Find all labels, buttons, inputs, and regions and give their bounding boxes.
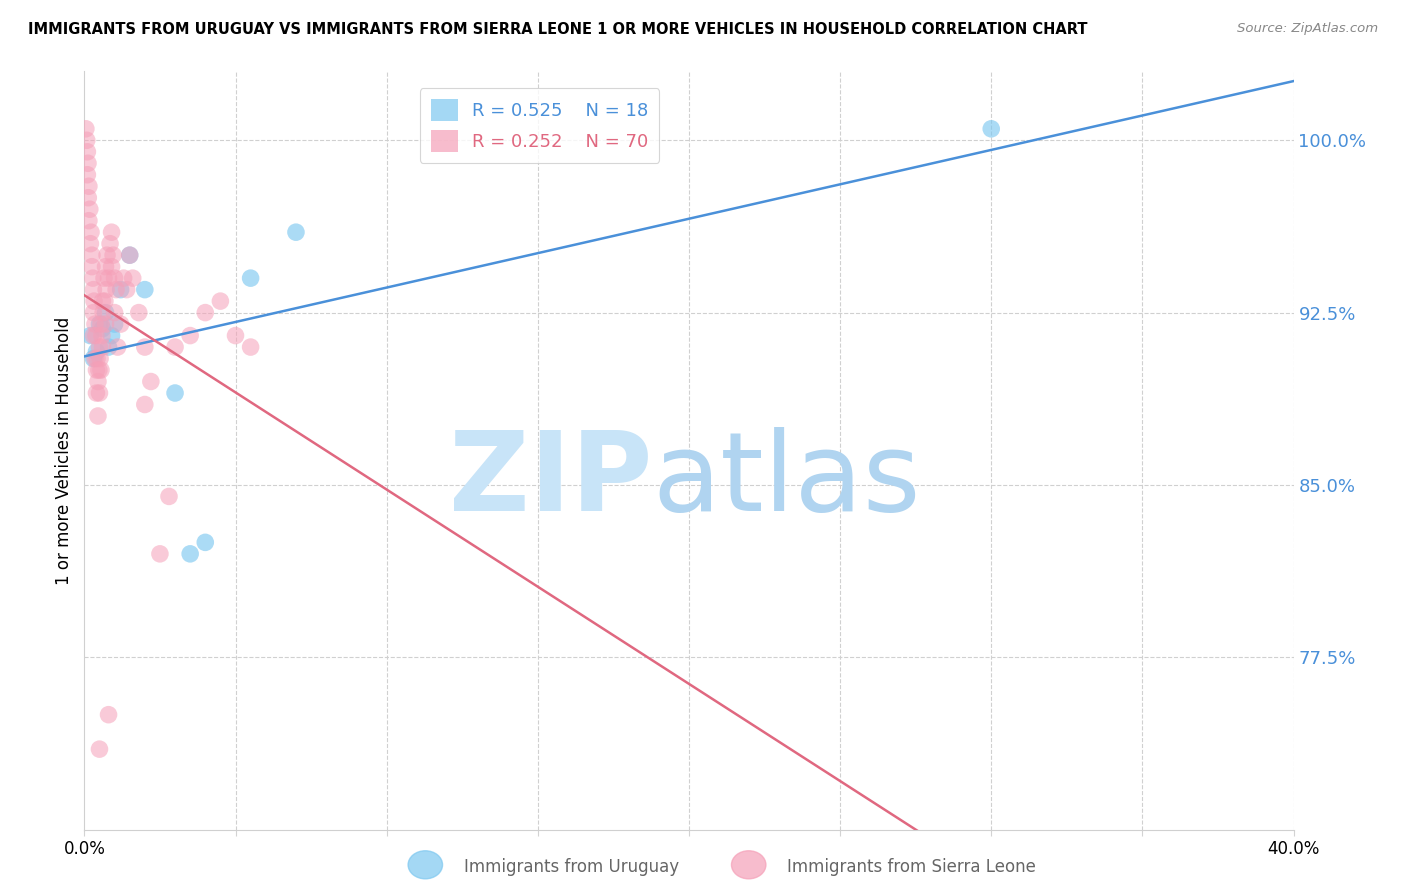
Point <box>101 248 124 262</box>
Point <box>239 271 262 285</box>
Point <box>84 328 107 343</box>
Point <box>165 386 187 401</box>
Point <box>96 248 118 262</box>
Point <box>97 707 120 722</box>
Point <box>91 340 114 354</box>
Legend: R = 0.525    N = 18, R = 0.252    N = 70: R = 0.525 N = 18, R = 0.252 N = 70 <box>420 88 659 162</box>
Point <box>86 363 108 377</box>
Point <box>225 328 247 343</box>
Point <box>97 340 120 354</box>
Point <box>87 409 110 423</box>
Point <box>86 386 108 401</box>
Point <box>89 340 111 354</box>
Point <box>194 305 217 319</box>
Point <box>179 547 201 561</box>
Point <box>157 490 180 504</box>
Point <box>84 317 107 331</box>
Point <box>134 283 156 297</box>
Point <box>194 535 217 549</box>
Point <box>118 248 141 262</box>
Point <box>82 305 104 319</box>
Point <box>84 351 107 366</box>
Point <box>165 340 187 354</box>
Text: Immigrants from Sierra Leone: Immigrants from Sierra Leone <box>787 858 1036 876</box>
Point <box>86 351 108 366</box>
Point <box>75 121 97 136</box>
Point <box>77 213 100 227</box>
Point <box>76 133 98 147</box>
Point <box>100 260 122 274</box>
Point <box>179 328 201 343</box>
Point <box>82 328 104 343</box>
Point <box>94 294 117 309</box>
Point <box>86 344 108 359</box>
Point <box>80 260 103 274</box>
Point <box>97 271 120 285</box>
Point <box>87 375 110 389</box>
Point <box>94 283 117 297</box>
Point <box>105 283 128 297</box>
Point <box>91 321 114 335</box>
Point <box>98 236 121 251</box>
Point <box>82 351 104 366</box>
Point <box>115 283 138 297</box>
Point <box>79 202 101 217</box>
Text: Immigrants from Uruguay: Immigrants from Uruguay <box>464 858 679 876</box>
Point <box>118 248 141 262</box>
Point <box>89 742 111 756</box>
Point <box>76 168 98 182</box>
Point <box>104 317 127 331</box>
Point <box>89 386 111 401</box>
Point <box>79 328 101 343</box>
Point <box>87 363 110 377</box>
Point <box>89 351 111 366</box>
Point <box>239 340 262 354</box>
Point <box>90 363 112 377</box>
Text: atlas: atlas <box>652 427 921 534</box>
Point <box>90 317 112 331</box>
Point <box>76 145 98 159</box>
Point <box>107 340 129 354</box>
Point <box>79 236 101 251</box>
Point <box>91 294 114 309</box>
Point <box>94 317 117 331</box>
Point <box>90 328 112 343</box>
Point <box>80 248 103 262</box>
Point <box>149 547 172 561</box>
Point <box>80 225 103 239</box>
Point <box>100 225 122 239</box>
Point <box>89 317 111 331</box>
Point <box>134 340 156 354</box>
Point <box>104 305 127 319</box>
Point <box>82 283 104 297</box>
Point <box>139 375 162 389</box>
Point <box>94 305 117 319</box>
Y-axis label: 1 or more Vehicles in Household: 1 or more Vehicles in Household <box>55 317 73 584</box>
Point <box>77 156 100 170</box>
Point <box>110 317 132 331</box>
Point <box>104 271 127 285</box>
Point <box>94 260 117 274</box>
Point <box>121 271 143 285</box>
Point <box>134 397 156 411</box>
Point <box>285 225 308 239</box>
Point <box>980 121 1002 136</box>
Ellipse shape <box>408 851 443 879</box>
Point <box>112 271 135 285</box>
Point <box>100 328 122 343</box>
Point <box>82 271 104 285</box>
Text: Source: ZipAtlas.com: Source: ZipAtlas.com <box>1237 22 1378 36</box>
Text: ZIP: ZIP <box>450 427 652 534</box>
Point <box>91 305 114 319</box>
Ellipse shape <box>731 851 766 879</box>
Point <box>128 305 150 319</box>
Point <box>77 191 100 205</box>
Point <box>110 283 132 297</box>
Point <box>209 294 232 309</box>
Point <box>77 179 100 194</box>
Point <box>83 294 105 309</box>
Text: IMMIGRANTS FROM URUGUAY VS IMMIGRANTS FROM SIERRA LEONE 1 OR MORE VEHICLES IN HO: IMMIGRANTS FROM URUGUAY VS IMMIGRANTS FR… <box>28 22 1088 37</box>
Point <box>93 271 115 285</box>
